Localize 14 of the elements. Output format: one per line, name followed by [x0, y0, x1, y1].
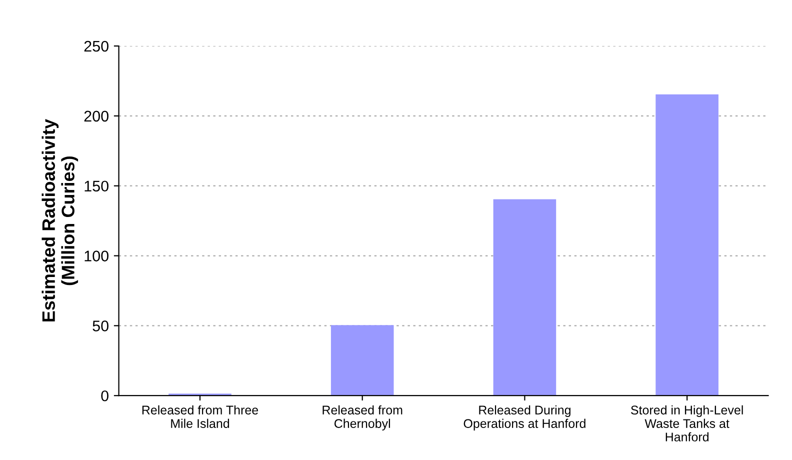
y-tick-label: 200 — [84, 110, 108, 122]
y-tick-label: 50 — [92, 320, 108, 332]
x-tick-label: Released During Operations at Hanford — [464, 405, 586, 430]
x-tick-label: Released from Three Mile Island — [142, 405, 258, 428]
bar — [656, 94, 718, 396]
y-tick-label: 0 — [101, 390, 108, 402]
y-tick-label: 250 — [84, 40, 108, 52]
y-tick-label: 150 — [84, 180, 108, 192]
y-tick-label: 100 — [84, 250, 108, 262]
x-tick-label: Stored in High-Level Waste Tanks at Hanford — [631, 405, 743, 442]
y-axis-title: Estimated Radioactivity (Million Curies) — [42, 119, 78, 322]
bar — [330, 325, 394, 396]
x-tick-label: Released from Chernobyl — [322, 405, 402, 430]
bar — [493, 199, 556, 396]
